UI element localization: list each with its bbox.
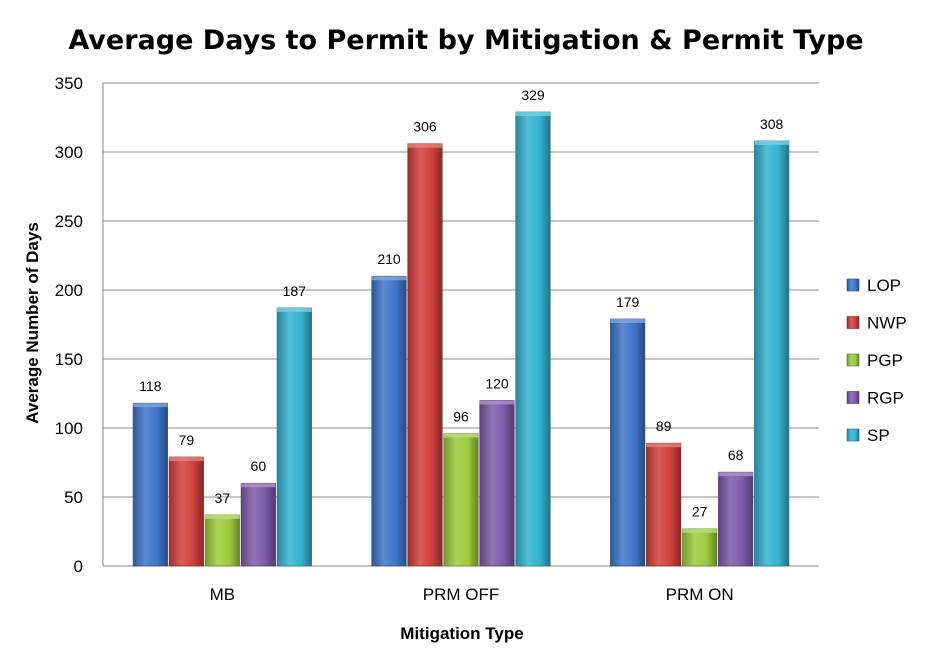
bar-sp bbox=[754, 140, 790, 567]
bar-lop bbox=[371, 275, 407, 567]
legend-swatch-sp bbox=[846, 428, 860, 442]
bar-cap bbox=[515, 111, 551, 116]
data-label: 179 bbox=[616, 294, 640, 310]
bar-cap bbox=[443, 433, 479, 438]
legend-label-pgp: PGP bbox=[867, 351, 903, 370]
bar-nwp bbox=[168, 456, 204, 567]
legend-label-sp: SP bbox=[867, 426, 890, 445]
data-label: 60 bbox=[251, 458, 267, 474]
chart-title: Average Days to Permit by Mitigation & P… bbox=[68, 25, 863, 56]
legend-swatch-lop bbox=[846, 278, 860, 292]
legend-swatch-nwp bbox=[846, 316, 860, 329]
y-tick-label: 250 bbox=[55, 212, 83, 231]
data-label: 120 bbox=[485, 375, 509, 391]
x-axis-title: Mitigation Type bbox=[400, 624, 523, 643]
bar-cap bbox=[407, 143, 443, 148]
data-label: 187 bbox=[283, 283, 307, 299]
gridlines bbox=[102, 82, 819, 567]
y-tick-label: 200 bbox=[55, 281, 83, 300]
bar-cap bbox=[205, 514, 240, 519]
bar-cap bbox=[646, 443, 681, 448]
data-label: 68 bbox=[728, 447, 744, 463]
legend-label-lop: LOP bbox=[867, 276, 901, 295]
legend-swatch-pgp bbox=[846, 353, 860, 367]
y-axis-ticks: 0 50 100 150 200 250 300 350 bbox=[55, 74, 83, 576]
legend: LOP NWP PGP RGP SP bbox=[846, 276, 907, 445]
data-labels: 118 79 37 60 187 210 306 96 120 329 179 89 27 68 308 bbox=[139, 87, 783, 520]
bar-nwp bbox=[407, 143, 443, 567]
y-axis-title: Average Number of Days bbox=[23, 222, 42, 424]
data-label: 96 bbox=[453, 409, 469, 425]
data-label: 27 bbox=[692, 504, 708, 520]
bar-cap bbox=[277, 307, 312, 312]
bar-cap bbox=[371, 276, 407, 281]
bar-cap bbox=[610, 318, 645, 323]
bar-cap bbox=[241, 483, 276, 488]
bar-lop bbox=[132, 402, 168, 567]
data-label: 306 bbox=[413, 119, 437, 135]
bars bbox=[132, 111, 790, 567]
legend-label-nwp: NWP bbox=[867, 314, 907, 333]
y-tick-label: 100 bbox=[55, 419, 83, 438]
y-tick-label: 150 bbox=[55, 350, 83, 369]
data-label: 329 bbox=[521, 87, 545, 103]
x-tick-label: PRM ON bbox=[666, 585, 734, 604]
y-tick-label: 300 bbox=[55, 143, 83, 162]
data-label: 308 bbox=[760, 116, 784, 132]
data-label: 89 bbox=[656, 418, 672, 434]
bar-cap bbox=[754, 140, 789, 145]
y-tick-label: 0 bbox=[74, 557, 83, 576]
bar-cap bbox=[682, 528, 717, 533]
bar-rgp bbox=[718, 471, 754, 567]
bar-cap bbox=[169, 456, 204, 461]
bar-rgp bbox=[479, 400, 515, 567]
bar-pgp bbox=[682, 528, 718, 567]
x-tick-label: MB bbox=[210, 585, 236, 604]
bar-cap bbox=[479, 400, 515, 405]
legend-label-rgp: RGP bbox=[867, 389, 904, 408]
x-axis-categories: MB PRM OFF PRM ON bbox=[210, 585, 734, 604]
bar-lop bbox=[610, 318, 646, 567]
bar-cap bbox=[718, 472, 753, 477]
bar-sp bbox=[276, 307, 312, 567]
data-label: 37 bbox=[215, 490, 231, 506]
bar-pgp bbox=[204, 514, 240, 567]
legend-swatch-rgp bbox=[846, 391, 860, 404]
y-tick-label: 50 bbox=[64, 488, 83, 507]
bar-sp bbox=[515, 111, 551, 567]
bar-pgp bbox=[443, 433, 479, 567]
bar-rgp bbox=[240, 482, 276, 567]
bar-cap bbox=[133, 403, 168, 408]
x-tick-label: PRM OFF bbox=[423, 585, 500, 604]
bar-nwp bbox=[646, 442, 682, 567]
data-label: 79 bbox=[179, 432, 195, 448]
data-label: 210 bbox=[377, 251, 401, 267]
data-label: 118 bbox=[139, 378, 162, 394]
y-tick-label: 350 bbox=[55, 74, 83, 93]
